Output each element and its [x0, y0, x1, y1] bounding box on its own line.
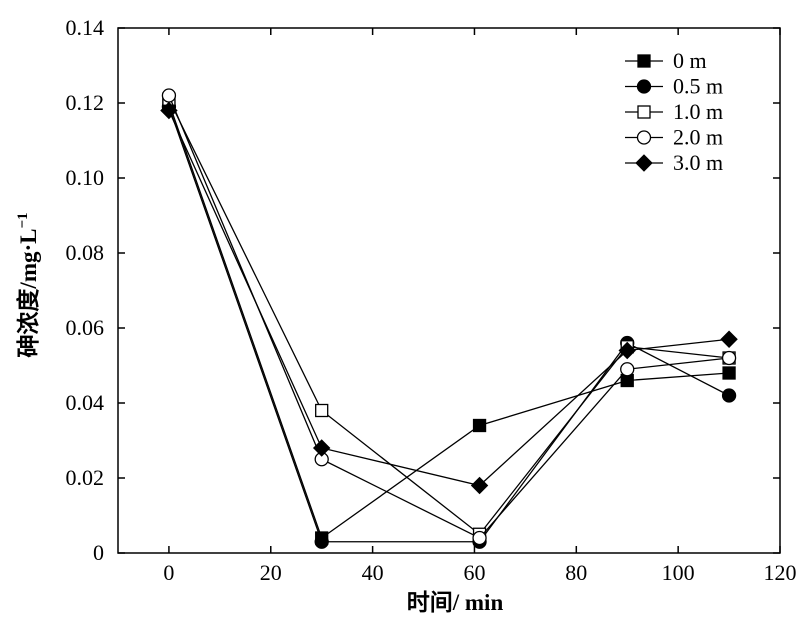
y-tick-label: 0 — [93, 540, 104, 565]
legend-marker — [637, 54, 651, 68]
y-tick-label: 0.12 — [66, 90, 105, 115]
legend-entry: 1.0 m — [625, 99, 723, 124]
series-line — [168, 106, 730, 543]
x-tick-label: 120 — [764, 560, 797, 585]
data-point — [160, 101, 178, 120]
x-tick-label: 20 — [260, 560, 282, 585]
x-tick-label: 80 — [565, 560, 587, 585]
x-axis-label: 时间/ min — [407, 590, 504, 615]
legend-entry: 2.0 m — [625, 125, 723, 150]
plot-area — [117, 27, 781, 554]
y-tick-label: 0.08 — [66, 240, 105, 265]
data-point — [161, 88, 177, 103]
legend: 0 m0.5 m1.0 m2.0 m3.0 m — [625, 48, 723, 175]
series-4 — [160, 101, 738, 495]
data-point — [620, 362, 635, 377]
data-series — [160, 88, 738, 549]
x-tick-label: 0 — [163, 560, 174, 585]
legend-marker — [636, 130, 652, 145]
data-point — [470, 476, 489, 495]
plot-frame — [117, 27, 781, 554]
legend-label: 1.0 m — [673, 99, 723, 124]
data-point — [312, 439, 331, 457]
y-tick-label: 0.02 — [66, 465, 105, 490]
axis-ticks: 0 20 40 60 80 100 120 0 0.02 0.04 0.06 0.08 0.10 0.12… — [66, 15, 797, 585]
data-point — [618, 341, 636, 360]
legend-marker — [637, 105, 651, 119]
y-tick-label: 0.14 — [66, 15, 105, 40]
legend-entry: 0 m — [625, 48, 707, 73]
legend-label: 0 m — [673, 48, 707, 73]
legend-label: 2.0 m — [673, 125, 723, 150]
legend-label: 3.0 m — [673, 150, 723, 175]
y-axis-label-superscript: −1 — [15, 212, 31, 228]
y-axis-label-main: 砷浓度/mg·L — [15, 229, 41, 358]
legend-entry: 3.0 m — [625, 150, 723, 175]
data-point — [721, 388, 737, 403]
y-tick-label: 0.10 — [66, 165, 105, 190]
y-axis-label: 砷浓度/mg·L−1 — [15, 212, 41, 357]
x-tick-label: 100 — [662, 560, 695, 585]
series-1 — [161, 99, 737, 549]
data-point — [720, 330, 738, 348]
data-point — [314, 534, 329, 549]
x-tick-label: 40 — [362, 560, 384, 585]
x-tick-label: 60 — [463, 560, 485, 585]
series-3 — [161, 88, 737, 546]
y-tick-label: 0.04 — [66, 390, 105, 415]
legend-label: 0.5 m — [673, 74, 723, 99]
y-tick-label: 0.06 — [66, 315, 105, 340]
data-point — [472, 418, 487, 433]
data-point — [315, 403, 329, 418]
legend-marker — [635, 154, 653, 172]
data-point — [722, 366, 736, 380]
legend-entry: 0.5 m — [625, 74, 723, 99]
legend-marker — [636, 79, 652, 94]
data-point — [472, 530, 487, 546]
data-point — [721, 350, 737, 366]
